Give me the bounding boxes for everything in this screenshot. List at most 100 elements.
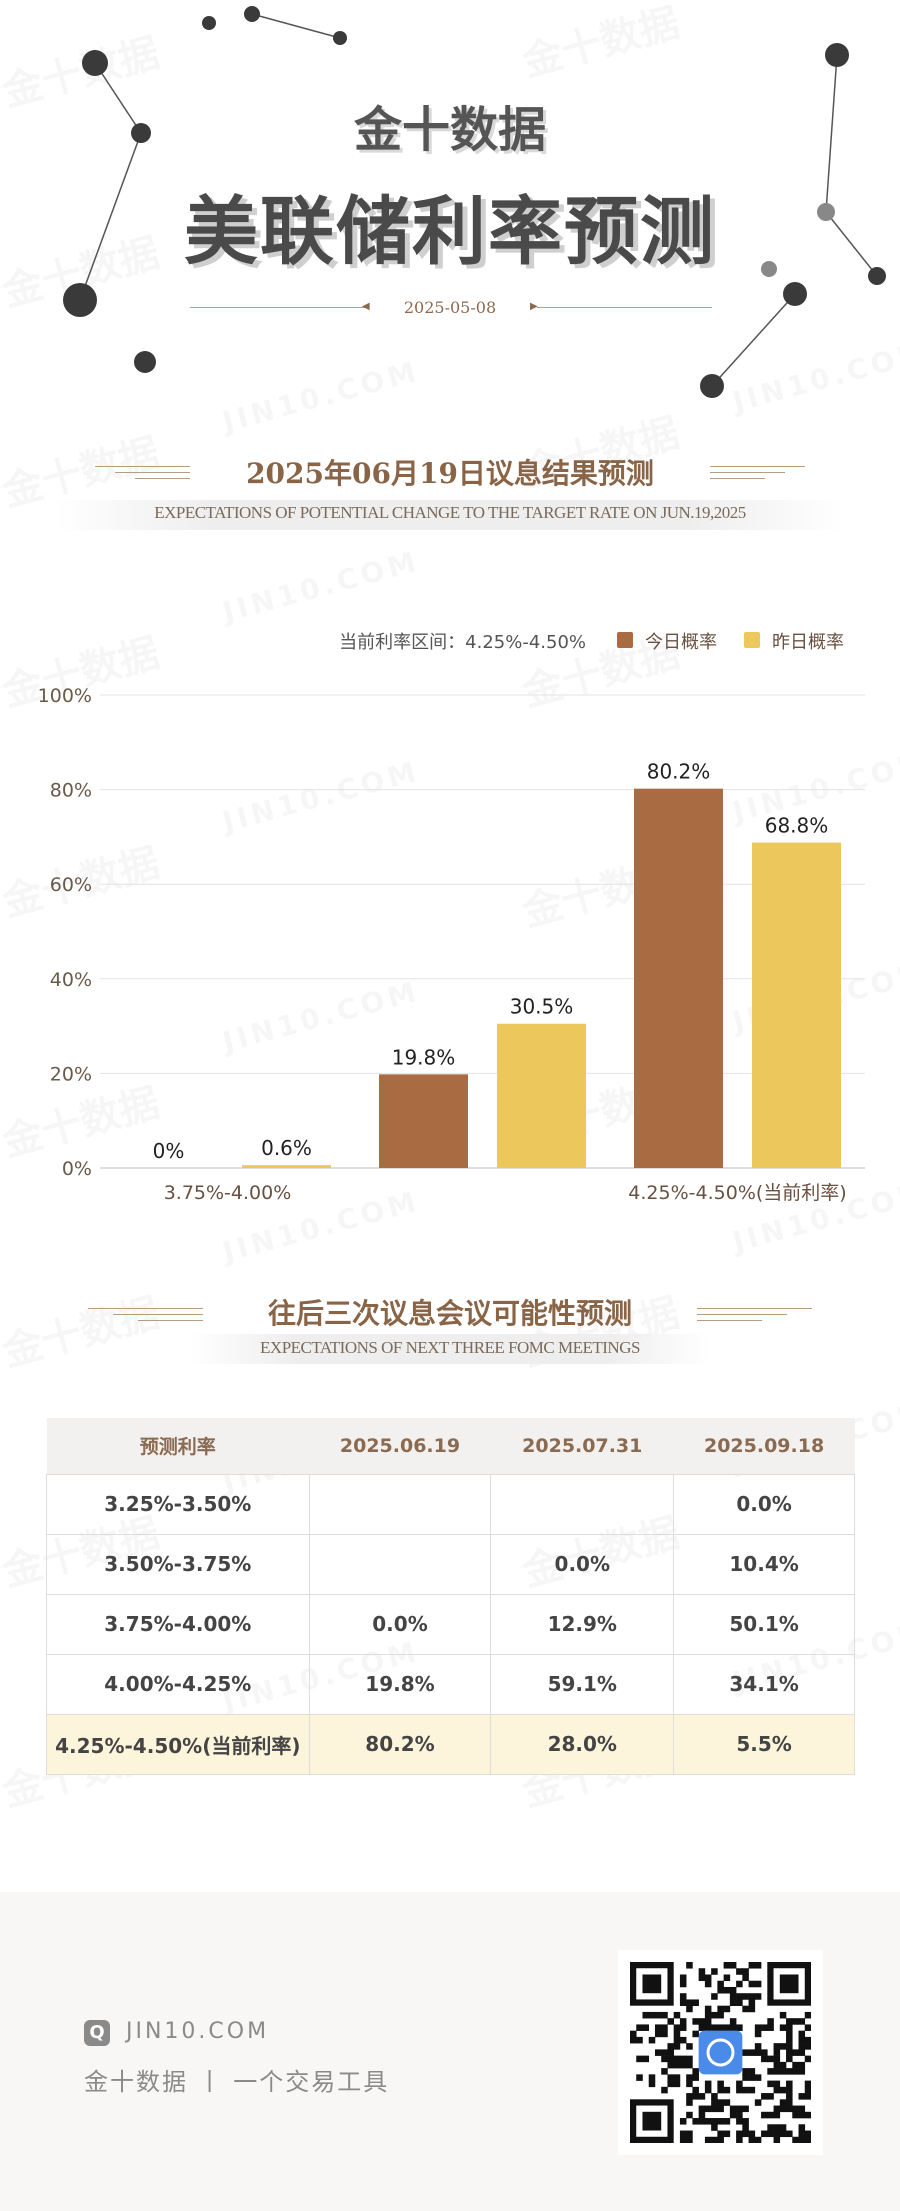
qr-module — [698, 2093, 706, 2100]
qr-module — [661, 2055, 668, 2063]
qr-module — [692, 2093, 699, 2100]
bar — [497, 1023, 586, 1168]
qr-module — [711, 2124, 718, 2131]
qr-module — [761, 2049, 768, 2056]
qr-module — [779, 2043, 787, 2050]
qr-module — [673, 2055, 681, 2063]
legend-label-yesterday: 昨日概率 — [772, 632, 844, 653]
qr-module — [779, 2124, 787, 2131]
qr-module — [754, 2024, 762, 2031]
qr-module — [717, 2080, 724, 2088]
qr-module — [736, 2105, 743, 2113]
table-row-current-rate: 4.25%-4.50%(当前利率) 80.2% 28.0% 5.5% — [46, 1713, 855, 1775]
qr-module — [804, 2024, 811, 2031]
qr-module — [742, 2118, 749, 2125]
qr-module — [754, 1993, 762, 2000]
qr-module — [729, 1999, 737, 2006]
qr-module — [748, 1999, 756, 2006]
qr-module — [748, 2136, 756, 2143]
qr-module — [679, 2024, 687, 2031]
qr-module — [667, 2018, 674, 2025]
qr-module — [736, 1999, 743, 2006]
qr-module — [667, 2061, 674, 2069]
qr-module — [654, 2030, 662, 2038]
footer-site-link[interactable]: JIN10.COM — [126, 2019, 270, 2044]
qr-module — [798, 2049, 806, 2056]
qr-module — [704, 2105, 712, 2113]
qr-module — [786, 2086, 793, 2094]
qr-module — [767, 2130, 774, 2138]
y-tick-label: 80% — [50, 780, 92, 802]
qr-module — [642, 2055, 650, 2063]
qr-module — [648, 2011, 656, 2019]
qr-module — [654, 2011, 662, 2019]
qr-center-logo-mark — [706, 2038, 735, 2067]
qr-module — [729, 2105, 737, 2113]
qr-module — [723, 1986, 731, 1994]
qr-module — [729, 2024, 737, 2031]
qr-module — [798, 2061, 806, 2069]
table-row: 4.00%-4.25% 19.8% 59.1% 34.1% — [46, 1653, 855, 1715]
qr-module — [761, 2055, 768, 2063]
section-1-title: 2025年06月19日议息结果预测 — [246, 457, 654, 490]
qr-module — [673, 2074, 681, 2081]
qr-module — [804, 2043, 811, 2050]
qr-module — [773, 2061, 781, 2069]
qr-module — [754, 2136, 762, 2143]
data-label: 68.8% — [765, 814, 829, 838]
qr-module — [767, 2068, 774, 2075]
probability-cell: 50.1% — [673, 1593, 855, 1655]
qr-module — [686, 2055, 693, 2063]
qr-module — [679, 2136, 687, 2143]
qr-module — [673, 2061, 681, 2069]
qr-module — [679, 1974, 687, 1982]
qr-module — [742, 1968, 749, 1975]
rate-cell: 4.25%-4.50%(当前利率) — [46, 1713, 310, 1775]
qr-module — [679, 2061, 687, 2069]
qr-module — [648, 2080, 656, 2088]
probability-cell — [308, 1533, 492, 1595]
date-row: ◀ 2025-05-08 ▶ — [0, 296, 900, 320]
qr-module — [779, 2061, 787, 2069]
qr-module — [698, 2024, 706, 2031]
probability-cell: 10.4% — [673, 1533, 855, 1595]
probability-bar-chart: 0% 20% 40% 60% 80% 100% 0% 0.6% 3.75%-4.00% 19.8%… — [38, 685, 865, 1204]
qr-module — [686, 2099, 693, 2106]
qr-module — [711, 2093, 718, 2100]
qr-module — [679, 1999, 687, 2006]
qr-module — [686, 2043, 693, 2050]
qr-module — [736, 2024, 743, 2031]
qr-module — [717, 2005, 724, 2013]
section-1-banner — [55, 500, 845, 530]
qr-module — [779, 2024, 787, 2031]
qr-module — [711, 1968, 718, 1975]
qr-module — [636, 2024, 643, 2031]
qr-module — [736, 2118, 743, 2125]
qr-module — [704, 2024, 712, 2031]
qr-module — [711, 2011, 718, 2019]
column-header: 2025.07.31 — [490, 1418, 674, 1474]
legend-swatch-yesterday — [744, 632, 760, 648]
y-tick-label: 20% — [50, 1063, 92, 1085]
qr-module — [804, 2130, 811, 2138]
probability-cell: 28.0% — [490, 1713, 675, 1775]
qr-module — [698, 1974, 706, 1982]
chart-legend: 当前利率区间：4.25%-4.50% 今日概率 昨日概率 — [0, 628, 900, 653]
qr-module — [798, 2043, 806, 2050]
qr-code[interactable] — [618, 1950, 823, 2155]
x-tick-label: 3.75%-4.00% — [164, 1182, 292, 1204]
qr-module — [723, 2118, 731, 2125]
qr-module — [661, 2024, 668, 2031]
qr-module — [754, 2074, 762, 2081]
qr-module — [723, 2130, 731, 2138]
table-row: 3.25%-3.50% 0.0% — [46, 1473, 855, 1535]
qr-module — [673, 2080, 681, 2088]
qr-module — [711, 2105, 718, 2113]
date-divider-right — [537, 307, 712, 308]
qr-module — [792, 2105, 799, 2113]
section-1-subtitle: EXPECTATIONS OF POTENTIAL CHANGE TO THE … — [154, 503, 746, 522]
qr-module — [717, 2136, 724, 2143]
qr-module — [792, 2061, 799, 2069]
qr-module — [798, 2036, 806, 2044]
bar — [752, 842, 841, 1168]
